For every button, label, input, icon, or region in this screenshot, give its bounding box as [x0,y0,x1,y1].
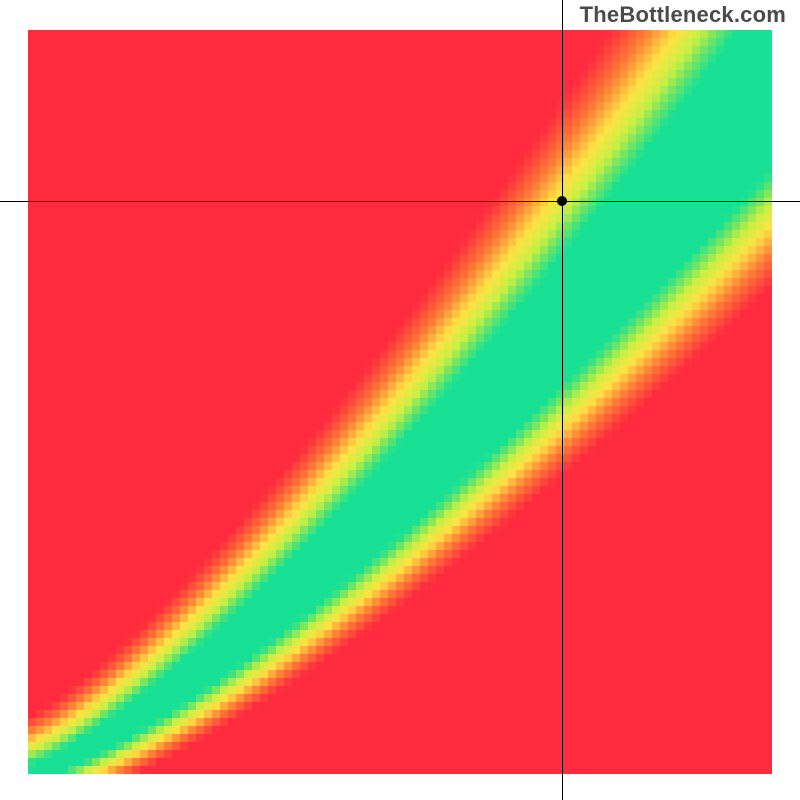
crosshair-horizontal [0,201,800,202]
crosshair-vertical [562,0,563,800]
heatmap-plot [28,30,772,774]
heatmap-canvas [28,30,772,774]
attribution-text: TheBottleneck.com [580,2,786,28]
marker-dot [557,196,567,206]
